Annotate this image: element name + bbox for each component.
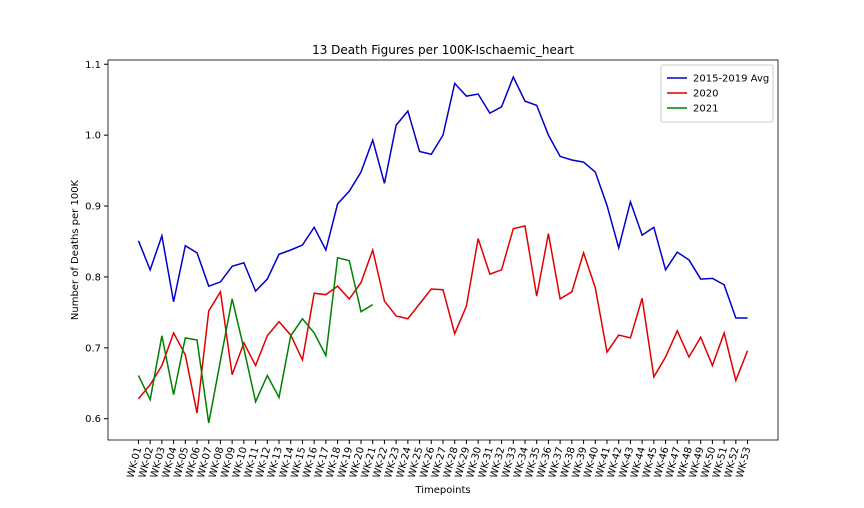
y-tick-label: 0.6 (85, 414, 101, 425)
series-line (137, 224, 749, 414)
y-tick-label: 0.7 (85, 343, 101, 354)
chart-title: 13 Death Figures per 100K-Ischaemic_hear… (312, 43, 574, 57)
legend-label: 2015-2019 Avg (693, 74, 769, 85)
legend-label: 2020 (693, 89, 718, 100)
legend-box (660, 64, 774, 123)
y-tick-label: 1.1 (85, 60, 101, 71)
y-axis-label: Number of Deaths per 100K (70, 179, 81, 320)
series-line (137, 256, 374, 424)
legend: 2015-2019 Avg 2020 2021 (660, 64, 774, 123)
y-tick-label: 1.0 (85, 131, 101, 142)
y-tick-label: 0.9 (85, 202, 101, 213)
series-line (137, 75, 748, 319)
y-tick-label: 0.8 (85, 272, 101, 283)
x-axis-label: Timepoints (414, 485, 470, 496)
legend-label: 2021 (693, 104, 718, 115)
